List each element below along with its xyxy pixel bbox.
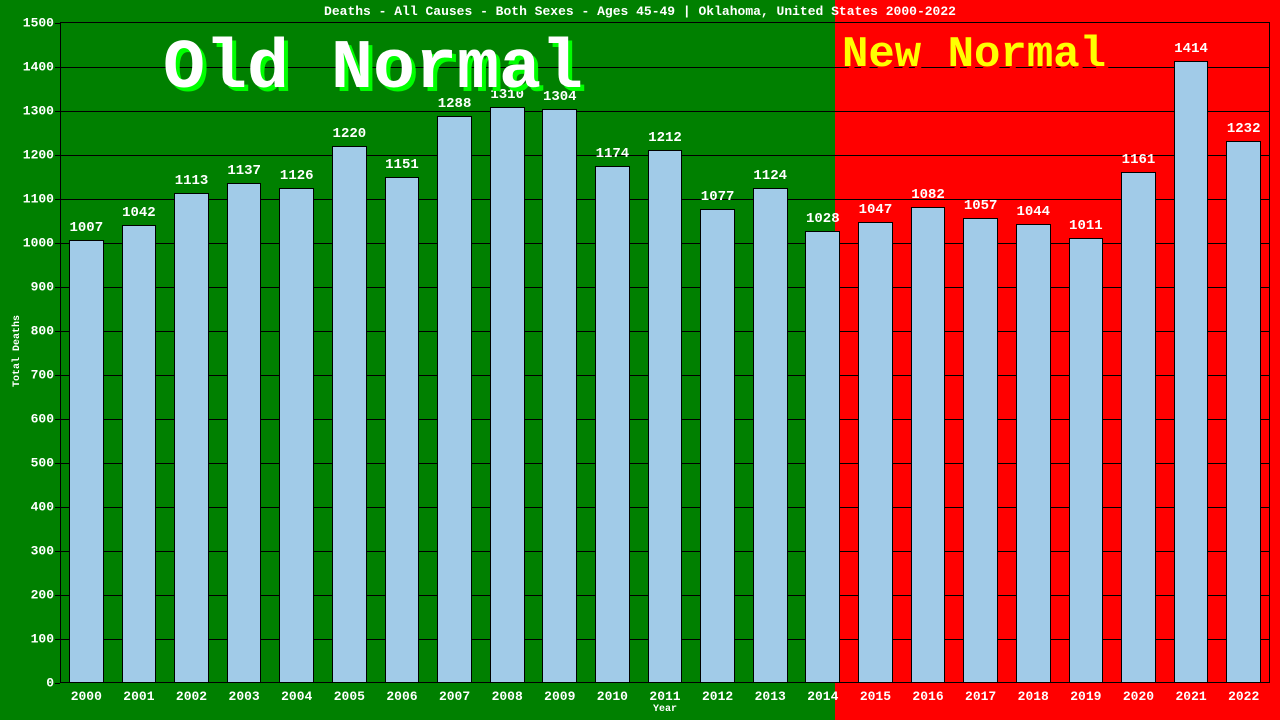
bar-value-label: 1047 <box>859 202 893 218</box>
x-tick-label: 2003 <box>229 689 260 704</box>
y-tick-label: 1100 <box>23 192 54 207</box>
bar-value-label: 1113 <box>175 173 209 189</box>
bar-value-label: 1007 <box>69 220 103 236</box>
x-tick-label: 2001 <box>123 689 154 704</box>
bar <box>1121 172 1156 683</box>
y-tick-label: 600 <box>31 412 54 427</box>
bar <box>542 109 577 683</box>
axis-line <box>60 23 61 683</box>
bar <box>122 225 157 683</box>
bar-value-label: 1414 <box>1174 41 1208 57</box>
axis-line <box>1269 23 1270 683</box>
bar <box>648 150 683 683</box>
x-tick-label: 2022 <box>1228 689 1259 704</box>
bar <box>1174 61 1209 683</box>
y-tick-label: 800 <box>31 324 54 339</box>
bar <box>1016 224 1051 683</box>
bar-value-label: 1057 <box>964 198 998 214</box>
bar <box>911 207 946 683</box>
x-axis-label: Year <box>653 704 677 715</box>
overlay-old-normal: Old Normal <box>163 30 583 109</box>
x-tick-label: 2007 <box>439 689 470 704</box>
bar-value-label: 1137 <box>227 163 261 179</box>
y-tick-label: 1400 <box>23 60 54 75</box>
bar <box>595 166 630 683</box>
bar-value-label: 1077 <box>701 189 735 205</box>
y-tick-label: 0 <box>46 676 54 691</box>
x-tick-label: 2018 <box>1018 689 1049 704</box>
y-tick-label: 1500 <box>23 16 54 31</box>
chart-title: Deaths - All Causes - Both Sexes - Ages … <box>0 4 1280 19</box>
x-tick-label: 2017 <box>965 689 996 704</box>
bar <box>753 188 788 683</box>
y-tick-label: 1200 <box>23 148 54 163</box>
bar <box>490 107 525 683</box>
bar-value-label: 1044 <box>1016 204 1050 220</box>
x-tick-label: 2010 <box>597 689 628 704</box>
y-tick-label: 400 <box>31 500 54 515</box>
x-tick-label: 2013 <box>755 689 786 704</box>
y-axis-label: Total Deaths <box>12 315 23 387</box>
bar-value-label: 1174 <box>596 146 630 162</box>
bar-value-label: 1028 <box>806 211 840 227</box>
bar <box>1226 141 1261 683</box>
bar <box>437 116 472 683</box>
bar-value-label: 1212 <box>648 130 682 146</box>
bar-value-label: 1042 <box>122 205 156 221</box>
bar <box>858 222 893 683</box>
bar-value-label: 1232 <box>1227 121 1261 137</box>
x-tick-label: 2008 <box>492 689 523 704</box>
x-tick-label: 2012 <box>702 689 733 704</box>
bar-value-label: 1151 <box>385 157 419 173</box>
x-tick-label: 2009 <box>544 689 575 704</box>
y-tick-label: 1300 <box>23 104 54 119</box>
x-tick-label: 2020 <box>1123 689 1154 704</box>
x-tick-label: 2011 <box>649 689 680 704</box>
bar-value-label: 1011 <box>1069 218 1103 234</box>
bar <box>279 188 314 683</box>
x-tick-label: 2019 <box>1070 689 1101 704</box>
y-tick-label: 300 <box>31 544 54 559</box>
bar <box>174 193 209 683</box>
x-tick-label: 2014 <box>807 689 838 704</box>
bar <box>69 240 104 683</box>
x-tick-label: 2021 <box>1175 689 1206 704</box>
y-tick-label: 500 <box>31 456 54 471</box>
x-tick-label: 2005 <box>334 689 365 704</box>
y-tick-label: 1000 <box>23 236 54 251</box>
bar <box>332 146 367 683</box>
bar-value-label: 1220 <box>333 126 367 142</box>
bar <box>385 177 420 683</box>
y-tick-mark <box>55 683 60 684</box>
bar-value-label: 1082 <box>911 187 945 203</box>
y-tick-label: 900 <box>31 280 54 295</box>
x-tick-label: 2015 <box>860 689 891 704</box>
plot-area: 0100200300400500600700800900100011001200… <box>60 22 1270 683</box>
x-tick-label: 2006 <box>386 689 417 704</box>
x-tick-label: 2004 <box>281 689 312 704</box>
bar-value-label: 1124 <box>753 168 787 184</box>
y-tick-label: 200 <box>31 588 54 603</box>
x-tick-label: 2002 <box>176 689 207 704</box>
y-gridline <box>60 111 1270 112</box>
x-tick-label: 2016 <box>912 689 943 704</box>
bar <box>227 183 262 683</box>
bar <box>805 231 840 683</box>
overlay-new-normal: New Normal <box>842 30 1106 80</box>
x-tick-label: 2000 <box>71 689 102 704</box>
chart-canvas: Deaths - All Causes - Both Sexes - Ages … <box>0 0 1280 720</box>
y-tick-label: 700 <box>31 368 54 383</box>
bar-value-label: 1126 <box>280 168 314 184</box>
bar <box>700 209 735 683</box>
bar <box>1069 238 1104 683</box>
bar <box>963 218 998 683</box>
y-tick-label: 100 <box>31 632 54 647</box>
bar-value-label: 1161 <box>1122 152 1156 168</box>
